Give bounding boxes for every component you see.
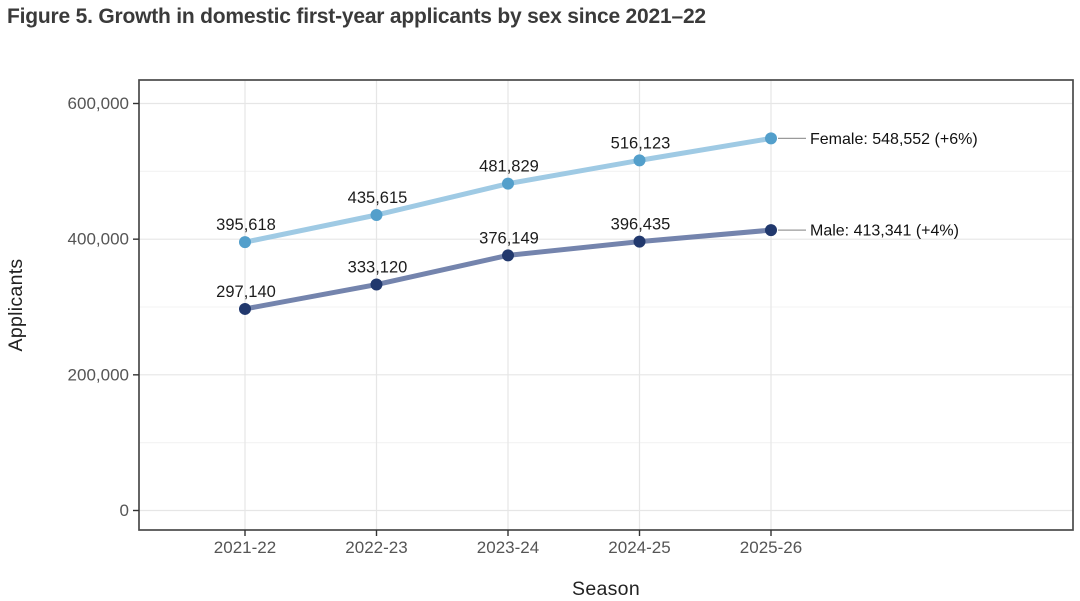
- female-data-point: [765, 132, 777, 145]
- female-point-label: 481,829: [479, 158, 539, 176]
- female-data-point: [370, 209, 383, 222]
- x-tick-label: 2024-25: [608, 538, 670, 557]
- y-tick-label: 400,000: [68, 230, 129, 249]
- figure-title: Figure 5. Growth in domestic first-year …: [7, 5, 706, 28]
- male-data-point: [633, 235, 646, 248]
- female-data-point: [239, 236, 251, 249]
- chart-generated-layers: 0 200,000 400,000 600,000 2021-22 2022-23 2023…: [68, 79, 1074, 557]
- female-end-label: Female: 548,552 (+6%): [810, 131, 978, 148]
- male-point-label: 376,149: [479, 229, 539, 247]
- female-data-point: [633, 154, 646, 167]
- male-data-point: [765, 224, 777, 237]
- female-point-label: 516,123: [611, 134, 671, 152]
- x-axis-title: Season: [572, 578, 640, 600]
- y-tick-label: 600,000: [68, 94, 129, 113]
- male-data-point: [370, 278, 383, 291]
- male-point-label: 297,140: [216, 283, 276, 301]
- y-tick-label: 0: [120, 501, 129, 520]
- male-data-point: [502, 249, 514, 262]
- female-data-point: [502, 177, 514, 190]
- male-data-point: [239, 302, 251, 315]
- female-point-label: 435,615: [348, 189, 408, 207]
- female-point-label: 395,618: [216, 216, 276, 234]
- x-tick-label: 2023-24: [477, 538, 539, 557]
- male-point-label: 396,435: [611, 216, 671, 234]
- male-point-label: 333,120: [348, 259, 408, 277]
- panel-border: [138, 79, 1074, 531]
- x-tick-label: 2022-23: [345, 538, 407, 557]
- y-tick-label: 200,000: [68, 365, 129, 384]
- x-tick-label: 2025-26: [740, 538, 802, 557]
- x-tick-label: 2021-22: [214, 538, 276, 557]
- male-end-label: Male: 413,341 (+4%): [810, 223, 959, 240]
- y-axis-title: Applicants: [5, 259, 27, 352]
